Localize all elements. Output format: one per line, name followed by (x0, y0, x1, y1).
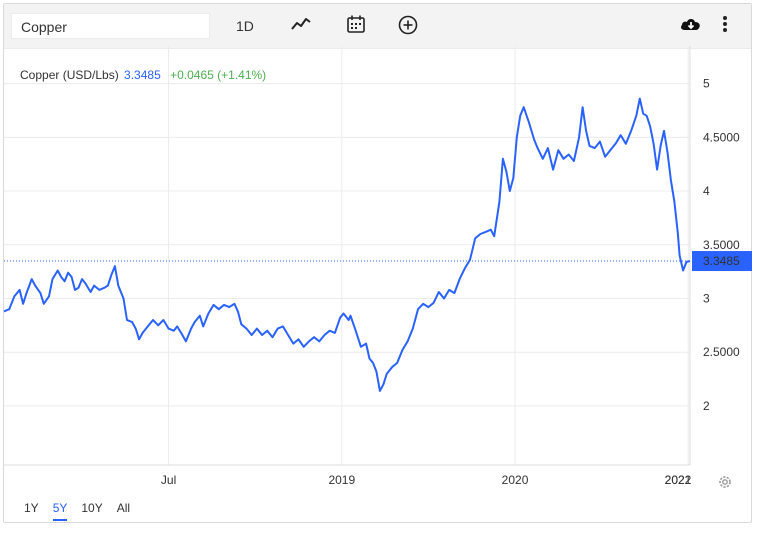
settings-gear-icon[interactable] (717, 474, 733, 490)
y-tick-label: 4.5000 (703, 130, 740, 144)
x-tick-label: 2022 (665, 473, 692, 487)
legend-series-name: Copper (USD/Lbs) (20, 68, 119, 82)
symbol-search-input[interactable]: Copper (11, 13, 210, 39)
y-tick-label: 5 (703, 77, 710, 91)
interval-button[interactable]: 1D (236, 18, 254, 34)
x-tick-label: 2020 (502, 473, 529, 487)
range-button-10y[interactable]: 10Y (81, 501, 103, 515)
y-tick-label: 4 (703, 184, 710, 198)
legend-price: 3.3485 (124, 68, 161, 82)
toolbar: Copper 1D (4, 4, 751, 49)
range-button-1y[interactable]: 1Y (24, 501, 39, 515)
last-price-label: 3.3485 (703, 254, 740, 268)
range-button-all[interactable]: All (116, 501, 131, 515)
x-tick-label: 2019 (328, 473, 355, 487)
y-tick-label: 2.5000 (703, 345, 740, 359)
chart-legend: Copper (USD/Lbs) 3.3485 +0.0465 (+1.41%) (20, 68, 266, 82)
plus-circle-icon[interactable] (397, 14, 419, 38)
x-tick-label: Jul (161, 473, 176, 487)
calendar-icon[interactable] (346, 14, 366, 38)
y-tick-label: 3.5000 (703, 238, 740, 252)
range-selector: 1Y 5Y 10Y All (24, 501, 144, 521)
chart-widget: Copper 1D Copper (USD/Lbs) 3.3485 +0.046 (3, 3, 752, 523)
y-tick-label: 3 (703, 291, 710, 305)
cloud-download-icon[interactable] (679, 14, 703, 38)
y-tick-label: 2 (703, 399, 710, 413)
range-button-5y[interactable]: 5Y (52, 501, 68, 521)
legend-change: +0.0465 (+1.41%) (170, 68, 267, 82)
more-vertical-icon[interactable] (720, 14, 730, 38)
last-price-badge (692, 251, 752, 272)
x-tick-label: 2021 (665, 473, 692, 487)
series-line (3, 97, 691, 392)
line-chart-icon[interactable] (290, 14, 312, 38)
